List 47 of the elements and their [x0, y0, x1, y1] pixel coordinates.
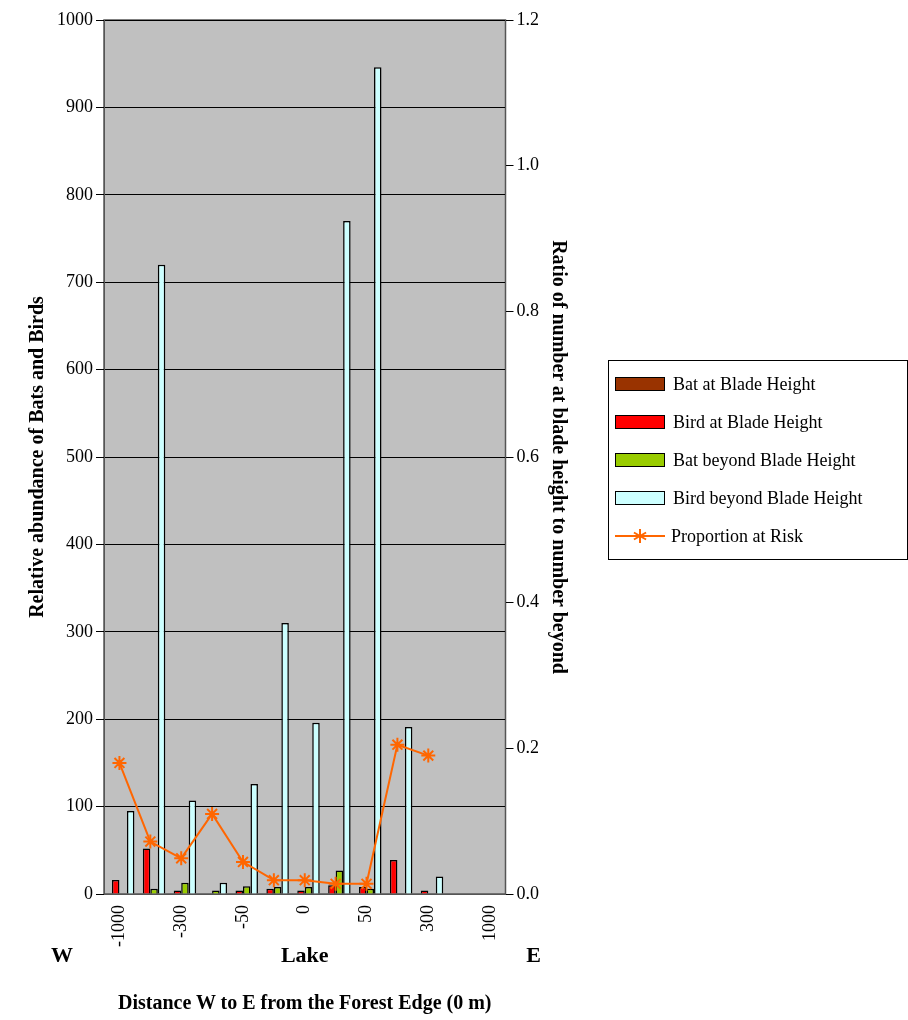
point — [204, 805, 221, 822]
y-tick-label: 300 — [66, 620, 93, 641]
y-axis-title: Relative abundance of Bats and Birds — [25, 295, 48, 618]
point — [327, 875, 344, 892]
legend-label: Bird beyond Blade Height — [673, 487, 863, 509]
point — [420, 747, 437, 764]
legend-label: Bat beyond Blade Height — [673, 449, 856, 471]
text: W — [51, 941, 73, 967]
x-tick-label: 50 — [355, 905, 376, 924]
text: Lake — [280, 941, 329, 967]
point — [173, 850, 190, 867]
point — [111, 754, 128, 771]
y-tick-label: 200 — [66, 707, 93, 728]
x-tick-label: 300 — [417, 905, 438, 933]
x-tick-label: -1000 — [108, 905, 129, 948]
point — [358, 875, 375, 892]
point — [142, 833, 159, 850]
x-axis-title: Distance W to E from the Forest Edge (0 m) — [118, 991, 492, 1015]
point — [296, 872, 313, 889]
y-tick-label: 800 — [66, 183, 93, 204]
y2-tick-label: 0.4 — [516, 591, 539, 612]
point — [389, 736, 406, 753]
legend-label: Proportion at Risk — [671, 525, 804, 547]
y2-axis-title: Ratio of number at blade height to number beyond — [547, 240, 571, 674]
y2-tick-label: 0.8 — [516, 300, 539, 321]
y-tick-label: 500 — [66, 445, 93, 466]
x-tick-label: 1000 — [478, 905, 499, 942]
x-tick-label: 0 — [293, 905, 314, 915]
y-tick-label: 900 — [66, 96, 93, 117]
x-tick-label: -300 — [169, 905, 190, 939]
point — [234, 853, 251, 870]
y-tick-label: 0 — [84, 882, 93, 903]
x-tick-label: -50 — [231, 905, 252, 930]
y2-tick-label: 0.6 — [516, 445, 539, 466]
text: E — [526, 941, 541, 967]
legend-label: Bird at Blade Height — [673, 411, 823, 433]
y-tick-label: 700 — [66, 270, 93, 291]
y2-tick-label: 0.0 — [516, 882, 539, 903]
y2-tick-label: 0.2 — [516, 737, 539, 758]
y2-tick-label: 1.0 — [516, 154, 539, 175]
legend-label: Bat at Blade Height — [673, 373, 816, 395]
y-tick-label: 600 — [66, 358, 93, 379]
y-tick-label: 1000 — [57, 8, 93, 29]
y-tick-label: 100 — [66, 795, 93, 816]
y2-tick-label: 1.2 — [516, 8, 539, 29]
y-tick-label: 400 — [66, 533, 93, 554]
point — [265, 872, 282, 889]
